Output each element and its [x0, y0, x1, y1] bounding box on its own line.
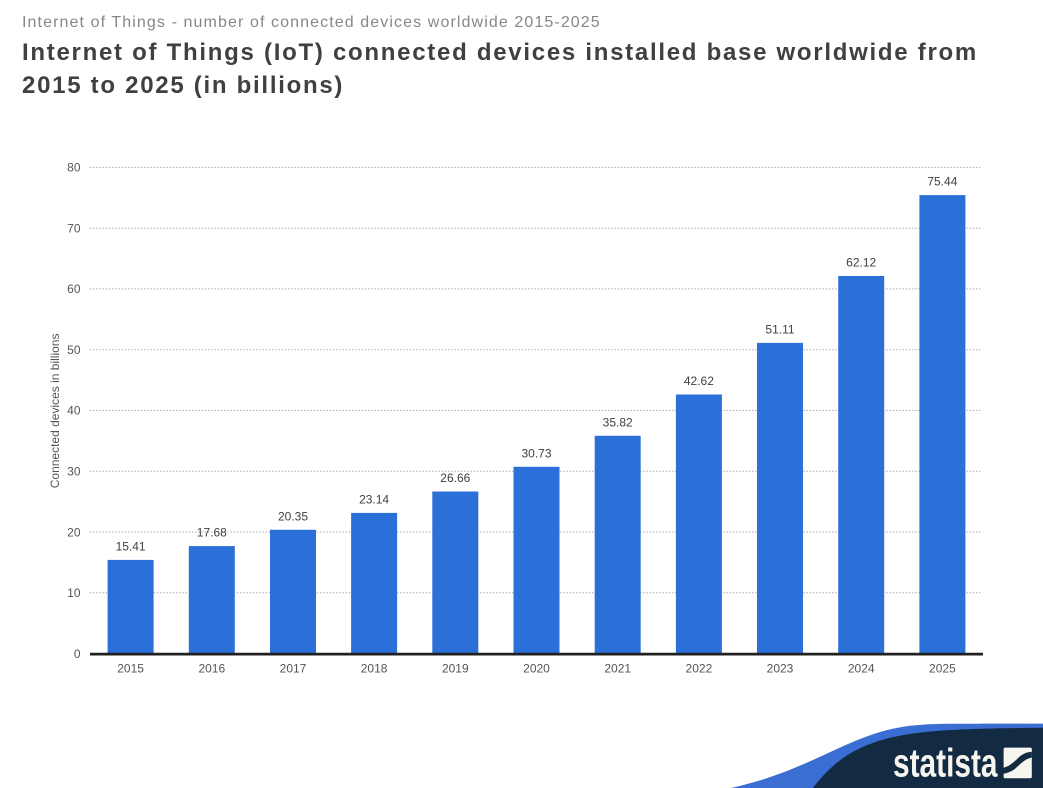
- svg-text:35.82: 35.82: [603, 415, 633, 429]
- svg-text:2022: 2022: [686, 661, 713, 675]
- svg-text:17.68: 17.68: [197, 526, 227, 540]
- svg-text:26.66: 26.66: [440, 471, 470, 485]
- svg-text:30: 30: [67, 465, 81, 479]
- svg-text:42.62: 42.62: [684, 374, 714, 388]
- svg-text:30.73: 30.73: [521, 446, 551, 460]
- svg-text:20: 20: [67, 525, 81, 539]
- svg-text:2019: 2019: [442, 661, 469, 675]
- svg-text:2021: 2021: [604, 661, 631, 675]
- svg-text:2016: 2016: [198, 661, 225, 675]
- svg-text:2024: 2024: [848, 661, 875, 675]
- svg-text:2020: 2020: [523, 661, 550, 675]
- svg-text:20.35: 20.35: [278, 509, 308, 523]
- svg-text:2015: 2015: [117, 661, 144, 675]
- svg-text:2017: 2017: [280, 661, 307, 675]
- svg-text:51.11: 51.11: [765, 322, 794, 336]
- svg-text:60: 60: [67, 282, 81, 296]
- svg-text:50: 50: [67, 343, 81, 357]
- svg-text:statista: statista: [893, 742, 998, 786]
- svg-text:2023: 2023: [767, 661, 794, 675]
- svg-text:2025: 2025: [929, 661, 956, 675]
- svg-text:2018: 2018: [361, 661, 388, 675]
- svg-text:40: 40: [67, 404, 81, 418]
- svg-text:62.12: 62.12: [846, 256, 876, 270]
- svg-text:80: 80: [67, 161, 81, 175]
- svg-text:0: 0: [74, 647, 81, 661]
- svg-text:15.41: 15.41: [116, 539, 146, 553]
- svg-text:70: 70: [67, 222, 81, 236]
- svg-text:10: 10: [67, 586, 81, 600]
- svg-text:75.44: 75.44: [927, 175, 957, 189]
- svg-text:23.14: 23.14: [359, 492, 389, 506]
- svg-text:Connected devices in billions: Connected devices in billions: [48, 334, 62, 489]
